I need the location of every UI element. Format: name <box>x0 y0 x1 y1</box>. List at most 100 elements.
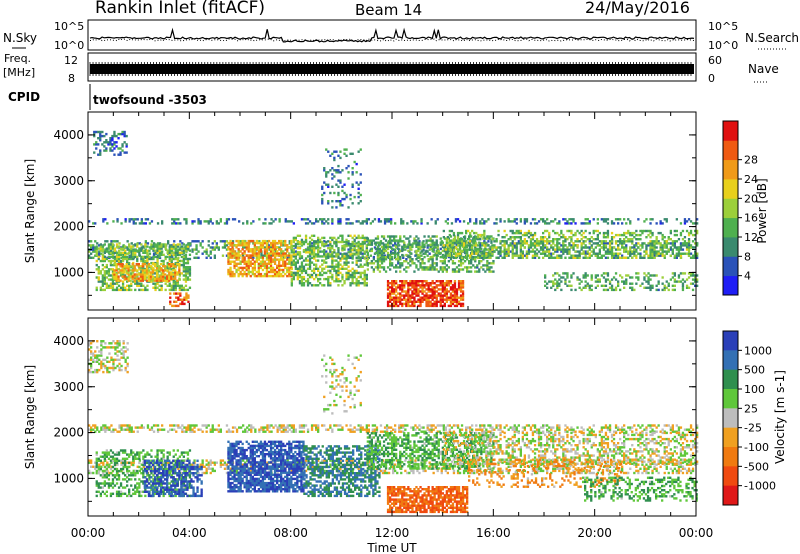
heatmap-cell <box>306 267 310 270</box>
heatmap-cell <box>505 250 508 253</box>
heatmap-cell <box>431 266 434 269</box>
heatmap-cell <box>267 254 271 257</box>
heatmap-cell <box>558 256 561 259</box>
heatmap-cell <box>98 250 101 253</box>
heatmap-cell <box>124 286 127 289</box>
heatmap-cell <box>570 218 573 221</box>
heatmap-cell <box>513 238 516 241</box>
heatmap-cell <box>155 267 159 270</box>
heatmap-cell <box>535 244 539 247</box>
heatmap-cell <box>457 296 461 299</box>
heatmap-cell <box>570 288 573 292</box>
heatmap-cell <box>405 298 408 301</box>
nsky-label: N.Sky <box>3 31 37 45</box>
heatmap-cell <box>104 240 107 243</box>
heatmap-cell <box>558 242 561 245</box>
heatmap-cell <box>453 304 457 308</box>
heatmap-cell <box>296 273 299 277</box>
heatmap-cell <box>174 286 177 289</box>
heatmap-cell <box>339 252 342 255</box>
heatmap-cell <box>558 284 561 287</box>
heatmap-cell <box>117 249 121 252</box>
heatmap-cell <box>372 270 375 273</box>
heatmap-cell <box>606 222 610 225</box>
heatmap-cell <box>219 218 222 221</box>
heatmap-cell <box>329 240 332 244</box>
heatmap-cell <box>143 275 146 278</box>
heatmap-cell <box>290 261 293 264</box>
heatmap-cell <box>229 256 232 259</box>
heatmap-cell <box>143 263 146 266</box>
heatmap-cell <box>166 261 169 265</box>
heatmap-cell <box>331 267 334 270</box>
heatmap-cell <box>267 256 271 259</box>
heatmap-cell <box>452 231 456 235</box>
heatmap-cell <box>288 220 291 223</box>
heatmap-cell <box>298 255 302 258</box>
heatmap-cell <box>327 256 330 259</box>
heatmap-cell <box>582 242 585 245</box>
heatmap-cell <box>434 220 437 223</box>
heatmap-cell <box>675 229 678 233</box>
heatmap-cell <box>115 275 118 278</box>
heatmap-cell <box>331 275 334 279</box>
heatmap-cell <box>584 246 587 249</box>
heatmap-cell <box>477 233 480 237</box>
heatmap-cell <box>389 260 392 263</box>
heatmap-cell <box>306 273 310 277</box>
heatmap-cell <box>542 248 545 251</box>
heatmap-cell <box>317 252 320 255</box>
heatmap-cell <box>495 246 498 249</box>
heatmap-cell <box>582 252 585 255</box>
heatmap-cell <box>141 263 144 266</box>
heatmap-cell <box>186 278 190 281</box>
heatmap-cell <box>310 284 314 287</box>
heatmap-cell <box>558 278 561 281</box>
heatmap-cell <box>477 236 480 239</box>
heatmap-cell <box>588 256 591 259</box>
heatmap-cell <box>361 222 364 225</box>
heatmap-cell <box>278 260 281 263</box>
heatmap-cell <box>370 241 373 244</box>
heatmap-cell <box>249 254 252 257</box>
heatmap-cell <box>423 268 426 271</box>
heatmap-cell <box>689 246 693 249</box>
heatmap-cell <box>442 236 445 239</box>
heatmap-cell <box>445 300 448 303</box>
heatmap-cell <box>473 238 476 241</box>
heatmap-cell <box>629 246 632 249</box>
heatmap-cell <box>394 254 397 257</box>
heatmap-cell <box>617 252 620 255</box>
heatmap-cell <box>393 266 396 269</box>
heatmap-cell <box>116 220 119 223</box>
heatmap-cell <box>343 255 346 258</box>
heatmap-cell <box>269 241 273 245</box>
heatmap-cell <box>282 264 285 267</box>
heatmap-cell <box>112 250 115 253</box>
heatmap-cell <box>313 247 316 250</box>
heatmap-cell <box>623 250 626 253</box>
heatmap-cell <box>170 273 173 276</box>
heatmap-cell <box>349 242 352 246</box>
heatmap-cell <box>143 269 146 272</box>
heatmap-cell <box>401 304 404 308</box>
heatmap-cell <box>273 268 277 272</box>
heatmap-cell <box>679 254 683 257</box>
heatmap-cell <box>327 277 330 281</box>
heatmap-cell <box>337 248 340 251</box>
heatmap-cell <box>413 262 416 265</box>
heatmap-cell <box>427 258 430 261</box>
heatmap-cell <box>265 248 269 251</box>
heatmap-cell <box>625 282 628 285</box>
heatmap-cell <box>355 259 358 262</box>
heatmap-cell <box>253 260 256 263</box>
heatmap-cell <box>329 253 332 256</box>
heatmap-cell <box>124 257 127 261</box>
heatmap-cell <box>562 236 565 239</box>
heatmap-cell <box>596 233 599 237</box>
heatmap-cell <box>661 222 664 225</box>
heatmap-cell <box>262 254 265 257</box>
heatmap-cell <box>503 254 506 257</box>
heatmap-cell <box>437 251 440 255</box>
heatmap-cell <box>386 266 390 269</box>
